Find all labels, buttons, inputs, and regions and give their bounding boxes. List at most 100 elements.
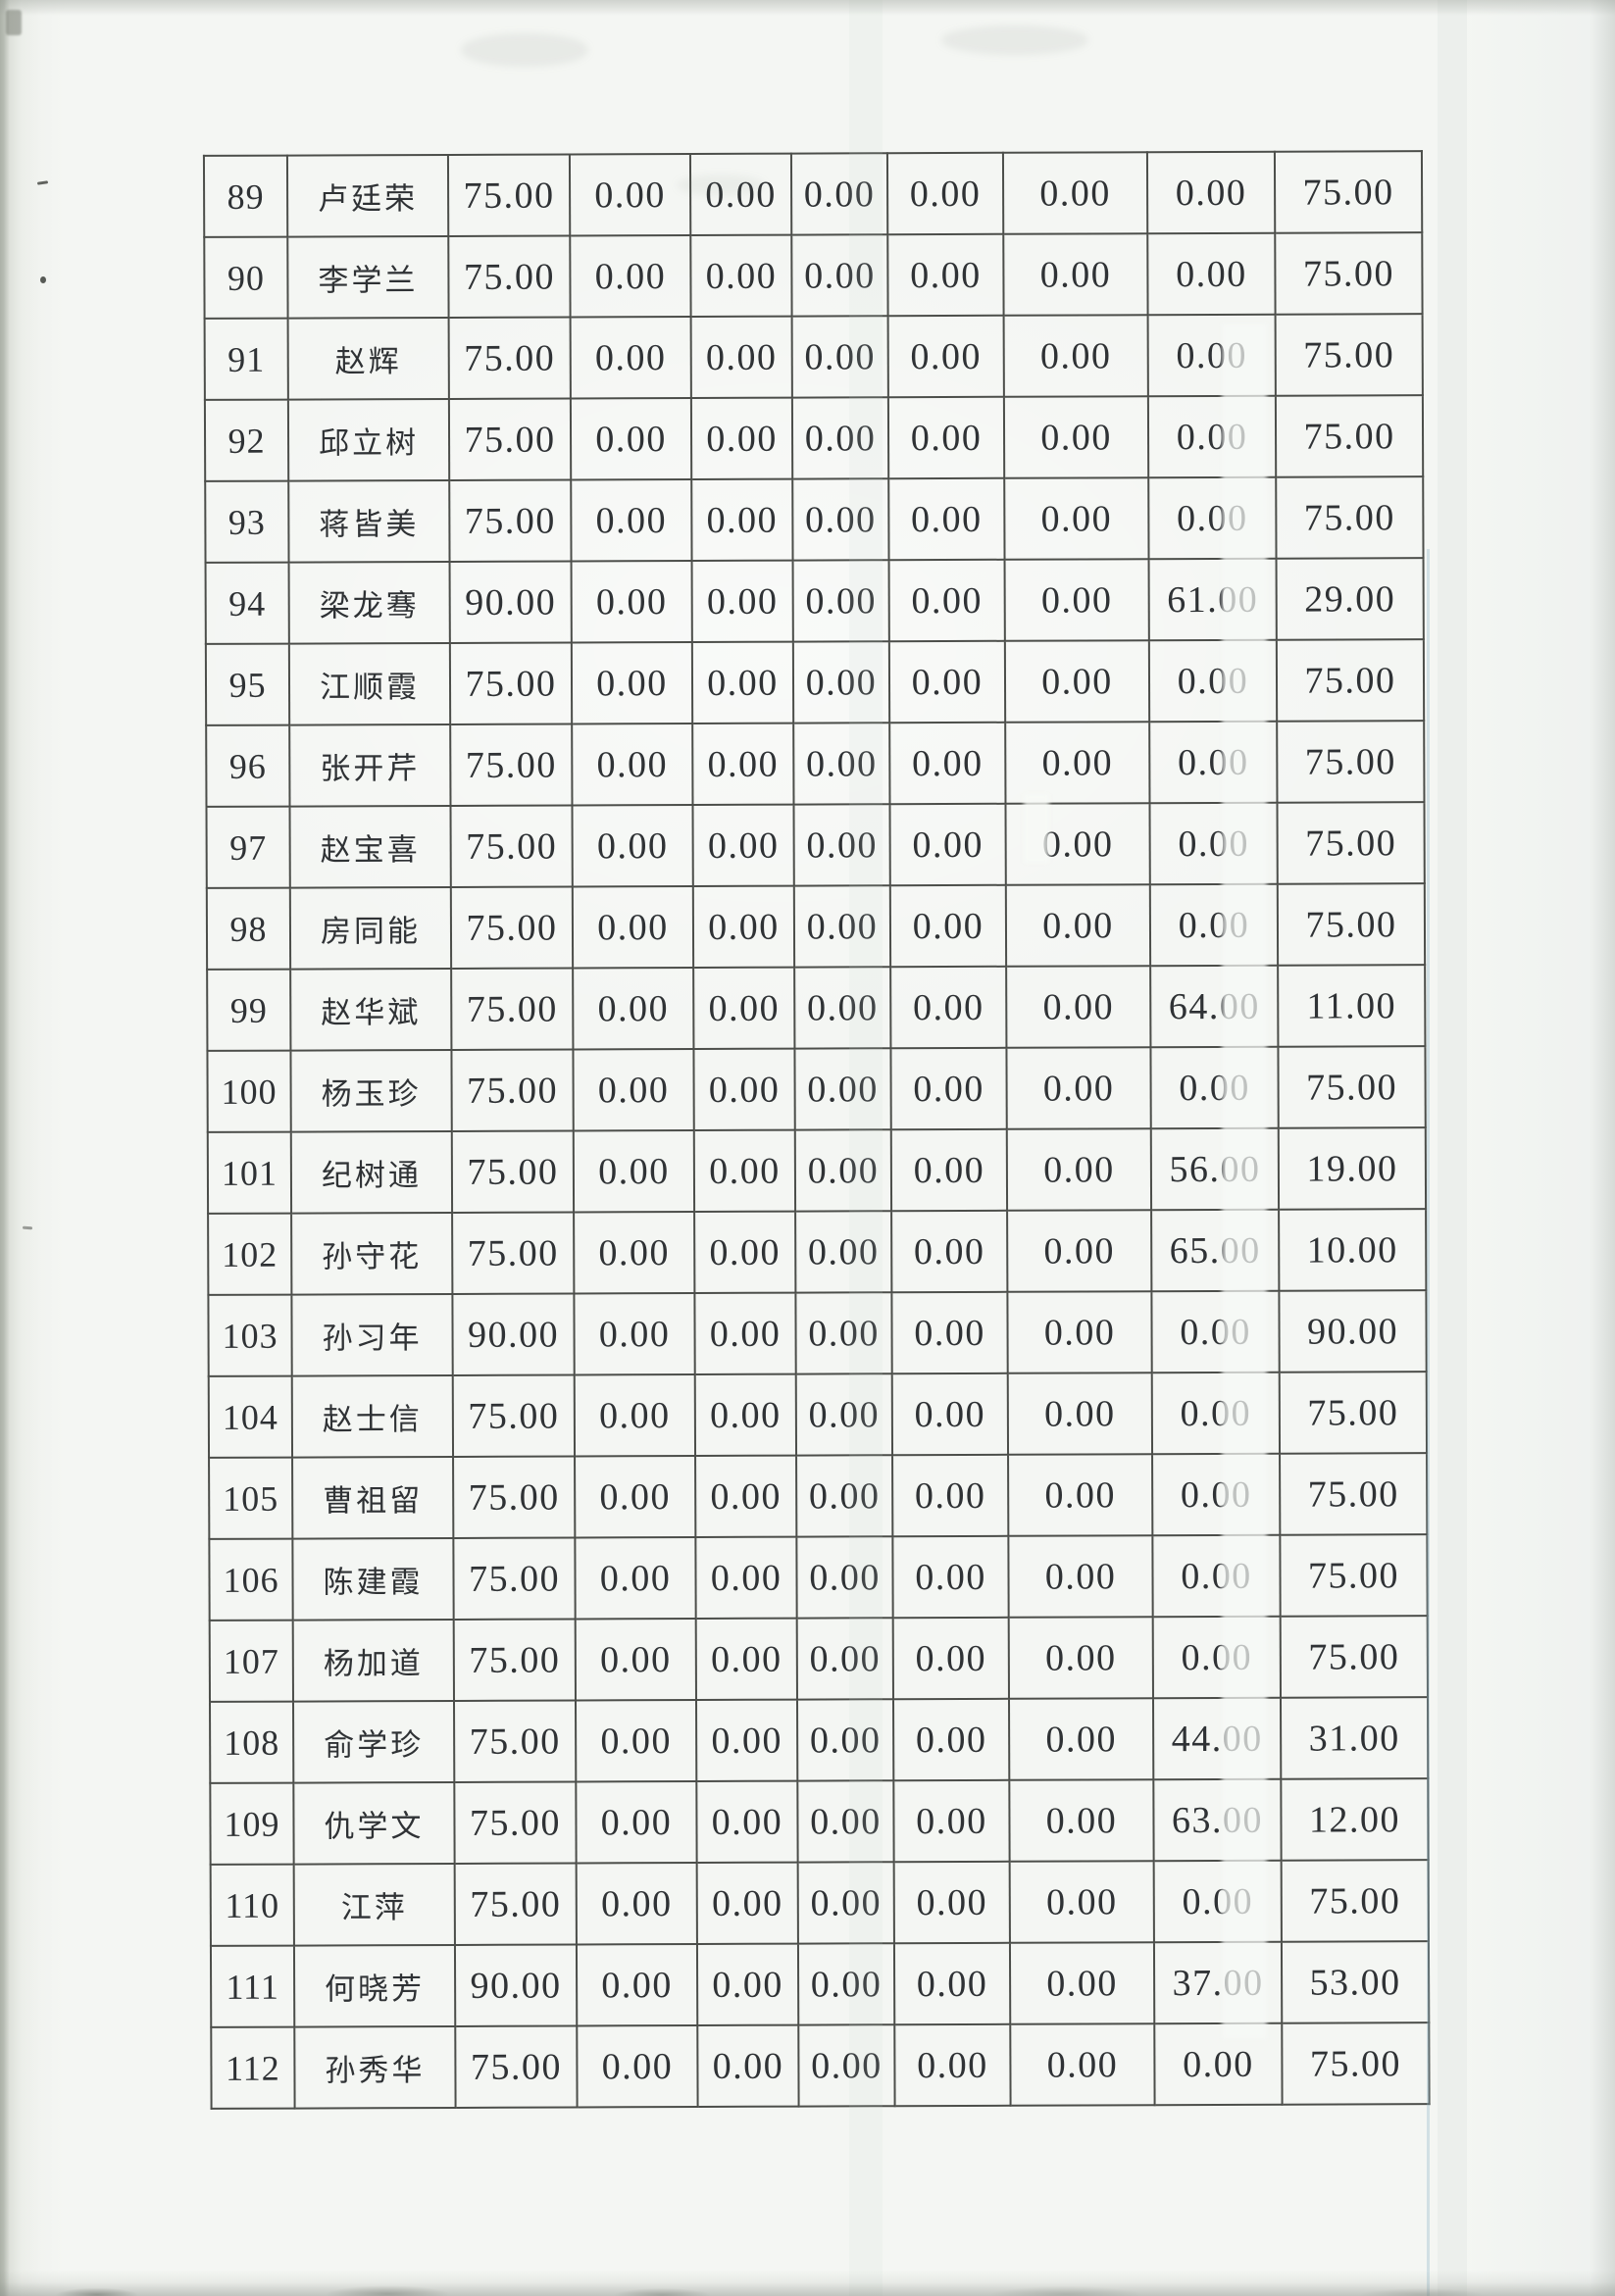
- amount-cell: 75.00: [1281, 1860, 1429, 1942]
- amount-cell: 0.00: [1007, 1291, 1152, 1373]
- table-row: 92 邱立树 75.00 0.00 0.00 0.00 0.00 0.00 0.…: [204, 395, 1424, 481]
- amount-cell: 0.00: [791, 397, 889, 479]
- table-wrap: 89 卢廷荣 75.00 0.00 0.00 0.00 0.00 0.00 0.…: [203, 150, 1431, 2110]
- amount-cell: 61.00: [1148, 558, 1277, 641]
- person-name-cell: 陈建霞: [292, 1537, 454, 1621]
- amount-cell: 0.00: [571, 642, 693, 724]
- payment-record-table: 89 卢廷荣 75.00 0.00 0.00 0.00 0.00 0.00 0.…: [203, 150, 1431, 2110]
- table-row: 99 赵华斌 75.00 0.00 0.00 0.00 0.00 0.00 64…: [207, 965, 1426, 1051]
- amount-cell: 75.00: [1275, 395, 1424, 477]
- amount-cell: 0.00: [1146, 151, 1276, 234]
- amount-cell: 0.00: [693, 1048, 795, 1131]
- table-row: 105 曹祖留 75.00 0.00 0.00 0.00 0.00 0.00 0…: [209, 1453, 1428, 1539]
- amount-cell: 75.00: [448, 235, 571, 318]
- table-row: 93 蒋皆美 75.00 0.00 0.00 0.00 0.00 0.00 0.…: [205, 476, 1424, 563]
- person-name-cell: 赵辉: [287, 317, 449, 400]
- amount-cell: 75.00: [453, 1619, 576, 1701]
- amount-cell: 0.00: [890, 1047, 1007, 1130]
- scan-smudge: [461, 33, 588, 67]
- amount-cell: 75.00: [451, 968, 574, 1050]
- row-number-cell: 90: [204, 236, 288, 319]
- amount-cell: 0.00: [794, 1048, 891, 1130]
- amount-cell: 75.00: [453, 1537, 576, 1620]
- person-name-cell: 孙秀华: [294, 2025, 456, 2109]
- amount-cell: 0.00: [576, 1862, 697, 1945]
- scan-edge-right: [1590, 0, 1615, 2296]
- amount-cell: 0.00: [797, 1862, 894, 1944]
- row-number-cell: 92: [204, 399, 289, 481]
- amount-cell: 0.00: [576, 1780, 697, 1864]
- amount-cell: 0.00: [1151, 1290, 1280, 1373]
- amount-cell: 0.00: [1152, 1534, 1281, 1618]
- amount-cell: 0.00: [575, 1699, 697, 1782]
- amount-cell: 12.00: [1281, 1778, 1429, 1861]
- person-name-cell: 杨加道: [292, 1619, 454, 1702]
- amount-cell: 0.00: [695, 1699, 798, 1781]
- amount-cell: 0.00: [791, 316, 888, 398]
- amount-cell: 0.00: [794, 1129, 892, 1212]
- amount-cell: 0.00: [1010, 2023, 1155, 2106]
- amount-cell: 0.00: [893, 1779, 1010, 1863]
- amount-cell: 0.00: [1149, 883, 1279, 967]
- person-name-cell: 纪树通: [290, 1130, 453, 1214]
- row-number-cell: 110: [210, 1864, 294, 1946]
- amount-cell: 0.00: [692, 804, 794, 887]
- amount-cell: 0.00: [1005, 884, 1151, 967]
- table-row: 95 江顺霞 75.00 0.00 0.00 0.00 0.00 0.00 0.…: [205, 639, 1425, 725]
- amount-cell: 64.00: [1150, 965, 1279, 1048]
- amount-cell: 75.00: [1275, 232, 1423, 315]
- amount-cell: 0.00: [790, 153, 888, 235]
- amount-cell: 0.00: [1002, 152, 1148, 234]
- amount-cell: 0.00: [1148, 476, 1277, 560]
- person-name-cell: 卢廷荣: [286, 154, 449, 237]
- amount-cell: 0.00: [572, 886, 694, 969]
- amount-cell: 75.00: [452, 1374, 576, 1457]
- amount-cell: 0.00: [893, 1861, 1010, 1944]
- row-number-cell: 89: [203, 155, 288, 237]
- amount-cell: 0.00: [571, 561, 692, 643]
- amount-cell: 0.00: [694, 1211, 796, 1293]
- amount-cell: 75.00: [454, 1781, 577, 1864]
- amount-cell: 0.00: [1009, 1942, 1155, 2024]
- person-name-cell: 赵华斌: [290, 968, 452, 1051]
- amount-cell: 53.00: [1281, 1941, 1430, 2023]
- table-row: 107 杨加道 75.00 0.00 0.00 0.00 0.00 0.00 0…: [209, 1616, 1428, 1702]
- amount-cell: 0.00: [695, 1455, 797, 1537]
- amount-cell: 0.00: [791, 234, 888, 317]
- amount-cell: 0.00: [575, 1618, 696, 1701]
- table-row: 104 赵士信 75.00 0.00 0.00 0.00 0.00 0.00 0…: [208, 1372, 1428, 1458]
- amount-cell: 0.00: [696, 1780, 798, 1863]
- ink-speck: [36, 180, 49, 185]
- amount-cell: 0.00: [888, 559, 1005, 642]
- amount-cell: 75.00: [1282, 2022, 1430, 2105]
- row-number-cell: 100: [207, 1050, 291, 1132]
- amount-cell: 0.00: [694, 1292, 796, 1374]
- amount-cell: 31.00: [1280, 1697, 1429, 1779]
- person-name-cell: 俞学珍: [292, 1700, 455, 1783]
- person-name-cell: 孙习年: [291, 1293, 453, 1376]
- amount-cell: 75.00: [450, 724, 573, 806]
- person-name-cell: 何晓芳: [293, 1944, 456, 2027]
- amount-cell: 75.00: [448, 317, 571, 399]
- row-number-cell: 104: [208, 1375, 293, 1458]
- amount-cell: 75.00: [450, 805, 573, 887]
- amount-cell: 75.00: [1277, 802, 1425, 884]
- scan-edge-top: [0, 0, 1615, 16]
- person-name-cell: 江顺霞: [288, 642, 451, 725]
- amount-cell: 0.00: [692, 723, 794, 806]
- table-row: 91 赵辉 75.00 0.00 0.00 0.00 0.00 0.00 0.0…: [204, 314, 1423, 400]
- person-name-cell: 江萍: [293, 1863, 455, 1946]
- amount-cell: 0.00: [891, 1291, 1008, 1374]
- amount-cell: 75.00: [1277, 721, 1425, 803]
- amount-cell: 0.00: [797, 1943, 895, 2025]
- amount-cell: 75.00: [1280, 1616, 1428, 1698]
- ink-speck: [40, 276, 46, 283]
- amount-cell: 0.00: [892, 1454, 1009, 1537]
- amount-cell: 75.00: [1280, 1534, 1428, 1617]
- amount-cell: 0.00: [886, 152, 1004, 235]
- amount-cell: 0.00: [570, 317, 691, 399]
- person-name-cell: 蒋皆美: [288, 479, 450, 563]
- table-row: 103 孙习年 90.00 0.00 0.00 0.00 0.00 0.00 0…: [208, 1290, 1427, 1376]
- amount-cell: 0.00: [1004, 477, 1149, 560]
- amount-cell: 0.00: [798, 2024, 895, 2107]
